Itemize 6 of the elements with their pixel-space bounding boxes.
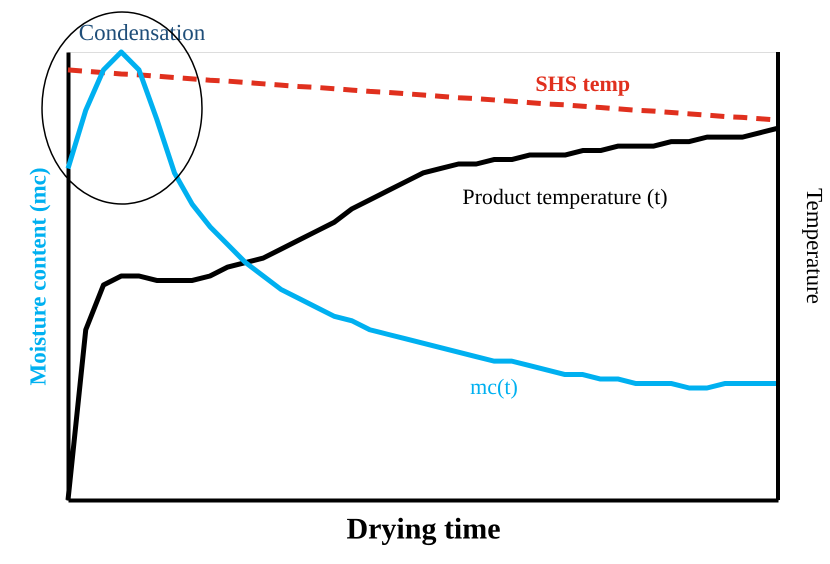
y-axis-title: Moisture content (mc) [26,167,50,386]
series-label: Product temperature (t) [462,184,668,210]
x-axis-title: Drying time [346,512,501,546]
series-label: mc(t) [470,374,518,400]
series-label: SHS temp [535,71,630,96]
y2-axis-title: Temperature [802,188,827,304]
